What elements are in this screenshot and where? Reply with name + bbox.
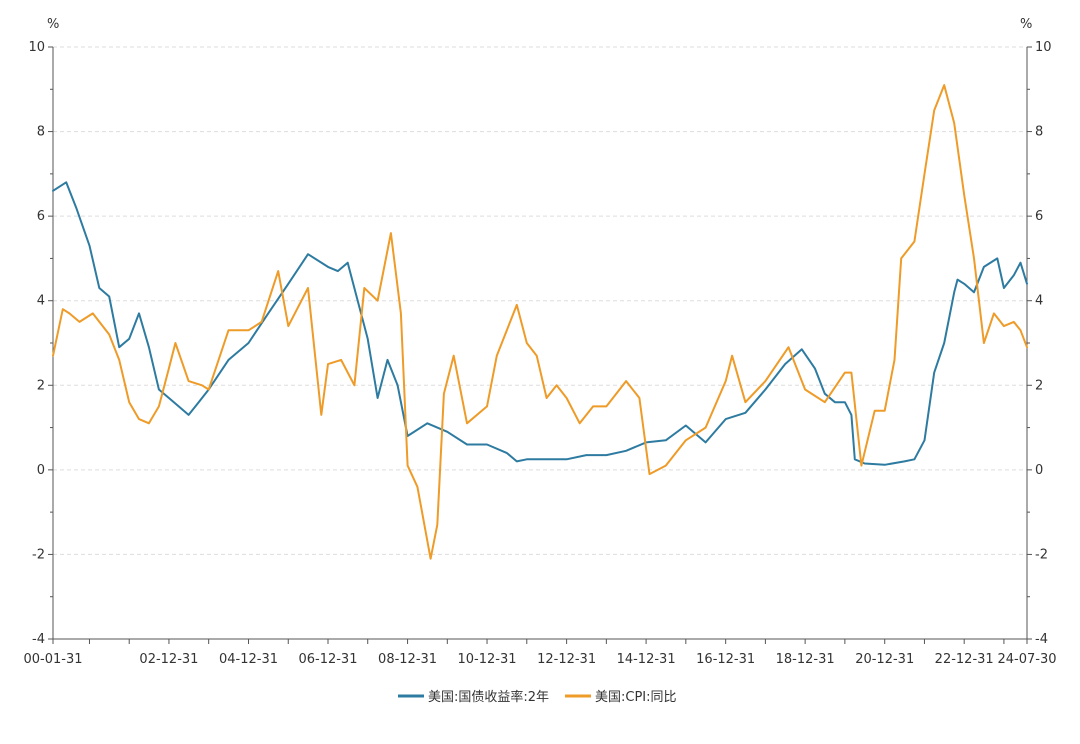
left-axis-tick-label: 10 xyxy=(28,40,45,55)
right-axis-ticks: -4 -2 0 2 4 6 8 10 xyxy=(1035,40,1052,647)
right-axis-unit: % xyxy=(1020,17,1032,32)
right-axis-tick-label: 2 xyxy=(1035,378,1043,393)
x-axis-tick-label: 20-12-31 xyxy=(855,652,914,667)
right-axis-tick-label: -4 xyxy=(1035,632,1048,647)
series-lines xyxy=(52,84,1028,560)
x-axis-tick-label: 16-12-31 xyxy=(696,652,755,667)
left-axis-tick-label: 4 xyxy=(37,294,45,309)
x-axis-tick-label: 24-07-30 xyxy=(997,652,1056,667)
left-axis-tick-label: -4 xyxy=(32,632,45,647)
axes xyxy=(48,46,1032,640)
left-axis-unit: % xyxy=(47,17,59,32)
x-axis-tick-label: 12-12-31 xyxy=(537,652,596,667)
x-axis-tick-label: 04-12-31 xyxy=(219,652,278,667)
right-axis-tick-label: 8 xyxy=(1035,125,1043,140)
series-line-treasury-2y xyxy=(52,181,1028,466)
x-axis-ticks: 00-01-31 02-12-31 04-12-31 06-12-31 08-12-31… xyxy=(23,639,1057,667)
right-axis-tick-label: 4 xyxy=(1035,294,1043,309)
left-axis-tick-label: 6 xyxy=(37,209,45,224)
right-axis-tick-label: 6 xyxy=(1035,209,1043,224)
x-axis-tick-label: 22-12-31 xyxy=(935,652,994,667)
left-axis-tick-label: 2 xyxy=(37,378,45,393)
right-axis-tick-label: 10 xyxy=(1035,40,1052,55)
x-axis-tick-label: 10-12-31 xyxy=(458,652,517,667)
right-axis-tick-label: 0 xyxy=(1035,463,1043,478)
left-axis-tick-label: 0 xyxy=(37,463,45,478)
gridlines xyxy=(53,46,1027,555)
x-axis-tick-label: 08-12-31 xyxy=(378,652,437,667)
x-axis-tick-label: 00-01-31 xyxy=(23,652,82,667)
right-axis-tick-label: -2 xyxy=(1035,547,1048,562)
left-axis-tick-label: -2 xyxy=(32,547,45,562)
x-axis-tick-label: 06-12-31 xyxy=(298,652,357,667)
left-axis-ticks: -4 -2 0 2 4 6 8 10 xyxy=(28,40,45,647)
x-axis-tick-label: 02-12-31 xyxy=(139,652,198,667)
x-axis-tick-label: 18-12-31 xyxy=(776,652,835,667)
series-line-cpi-yoy xyxy=(52,84,1028,560)
legend-label-cpi-yoy: 美国:CPI:同比 xyxy=(595,690,677,705)
left-axis-tick-label: 8 xyxy=(37,125,45,140)
legend: 美国:国债收益率:2年 美国:CPI:同比 xyxy=(398,689,677,705)
x-axis-tick-label: 14-12-31 xyxy=(617,652,676,667)
legend-label-treasury-2y: 美国:国债收益率:2年 xyxy=(428,689,549,705)
